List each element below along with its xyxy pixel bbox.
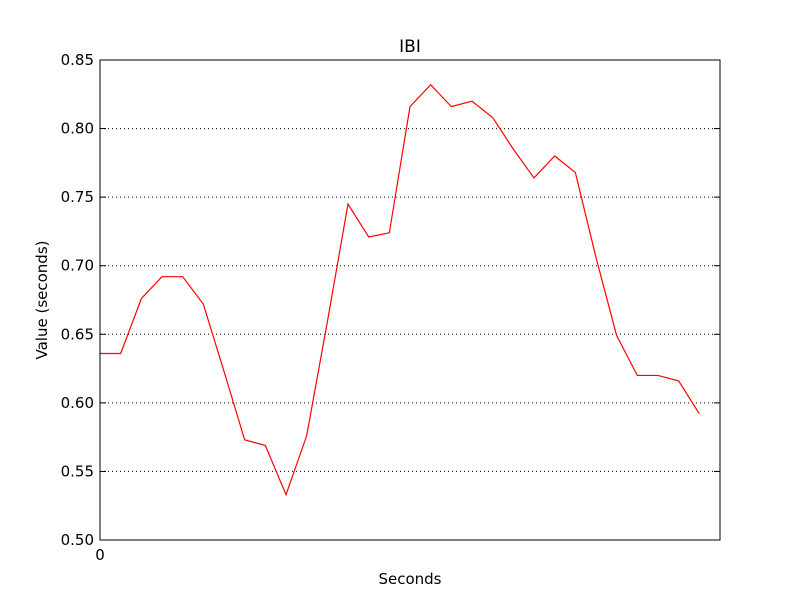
y-tick-label: 0.75 bbox=[61, 188, 94, 206]
x-tick-label: 0 bbox=[95, 546, 105, 564]
y-tick-label: 0.60 bbox=[61, 394, 94, 412]
grid-lines bbox=[100, 128, 720, 472]
series-layer bbox=[99, 83, 700, 497]
plot-frame bbox=[99, 59, 721, 541]
y-tick-label: 0.80 bbox=[61, 120, 94, 138]
x-axis-label: Seconds bbox=[378, 570, 441, 588]
ibi-series-line bbox=[100, 83, 700, 497]
y-tick-label: 0.65 bbox=[61, 325, 94, 343]
y-tick-label: 0.50 bbox=[61, 531, 94, 549]
chart-title: IBI bbox=[399, 37, 421, 57]
y-axis-label: Value (seconds) bbox=[33, 241, 51, 360]
y-tick-label: 0.70 bbox=[61, 257, 94, 275]
y-tick-label: 0.85 bbox=[61, 51, 94, 69]
tick-labels: 0.50 0.55 0.60 0.65 0.70 0.75 0.80 0.85 0 bbox=[61, 51, 105, 564]
y-tick-label: 0.55 bbox=[61, 462, 94, 480]
tick-marks bbox=[99, 59, 720, 541]
